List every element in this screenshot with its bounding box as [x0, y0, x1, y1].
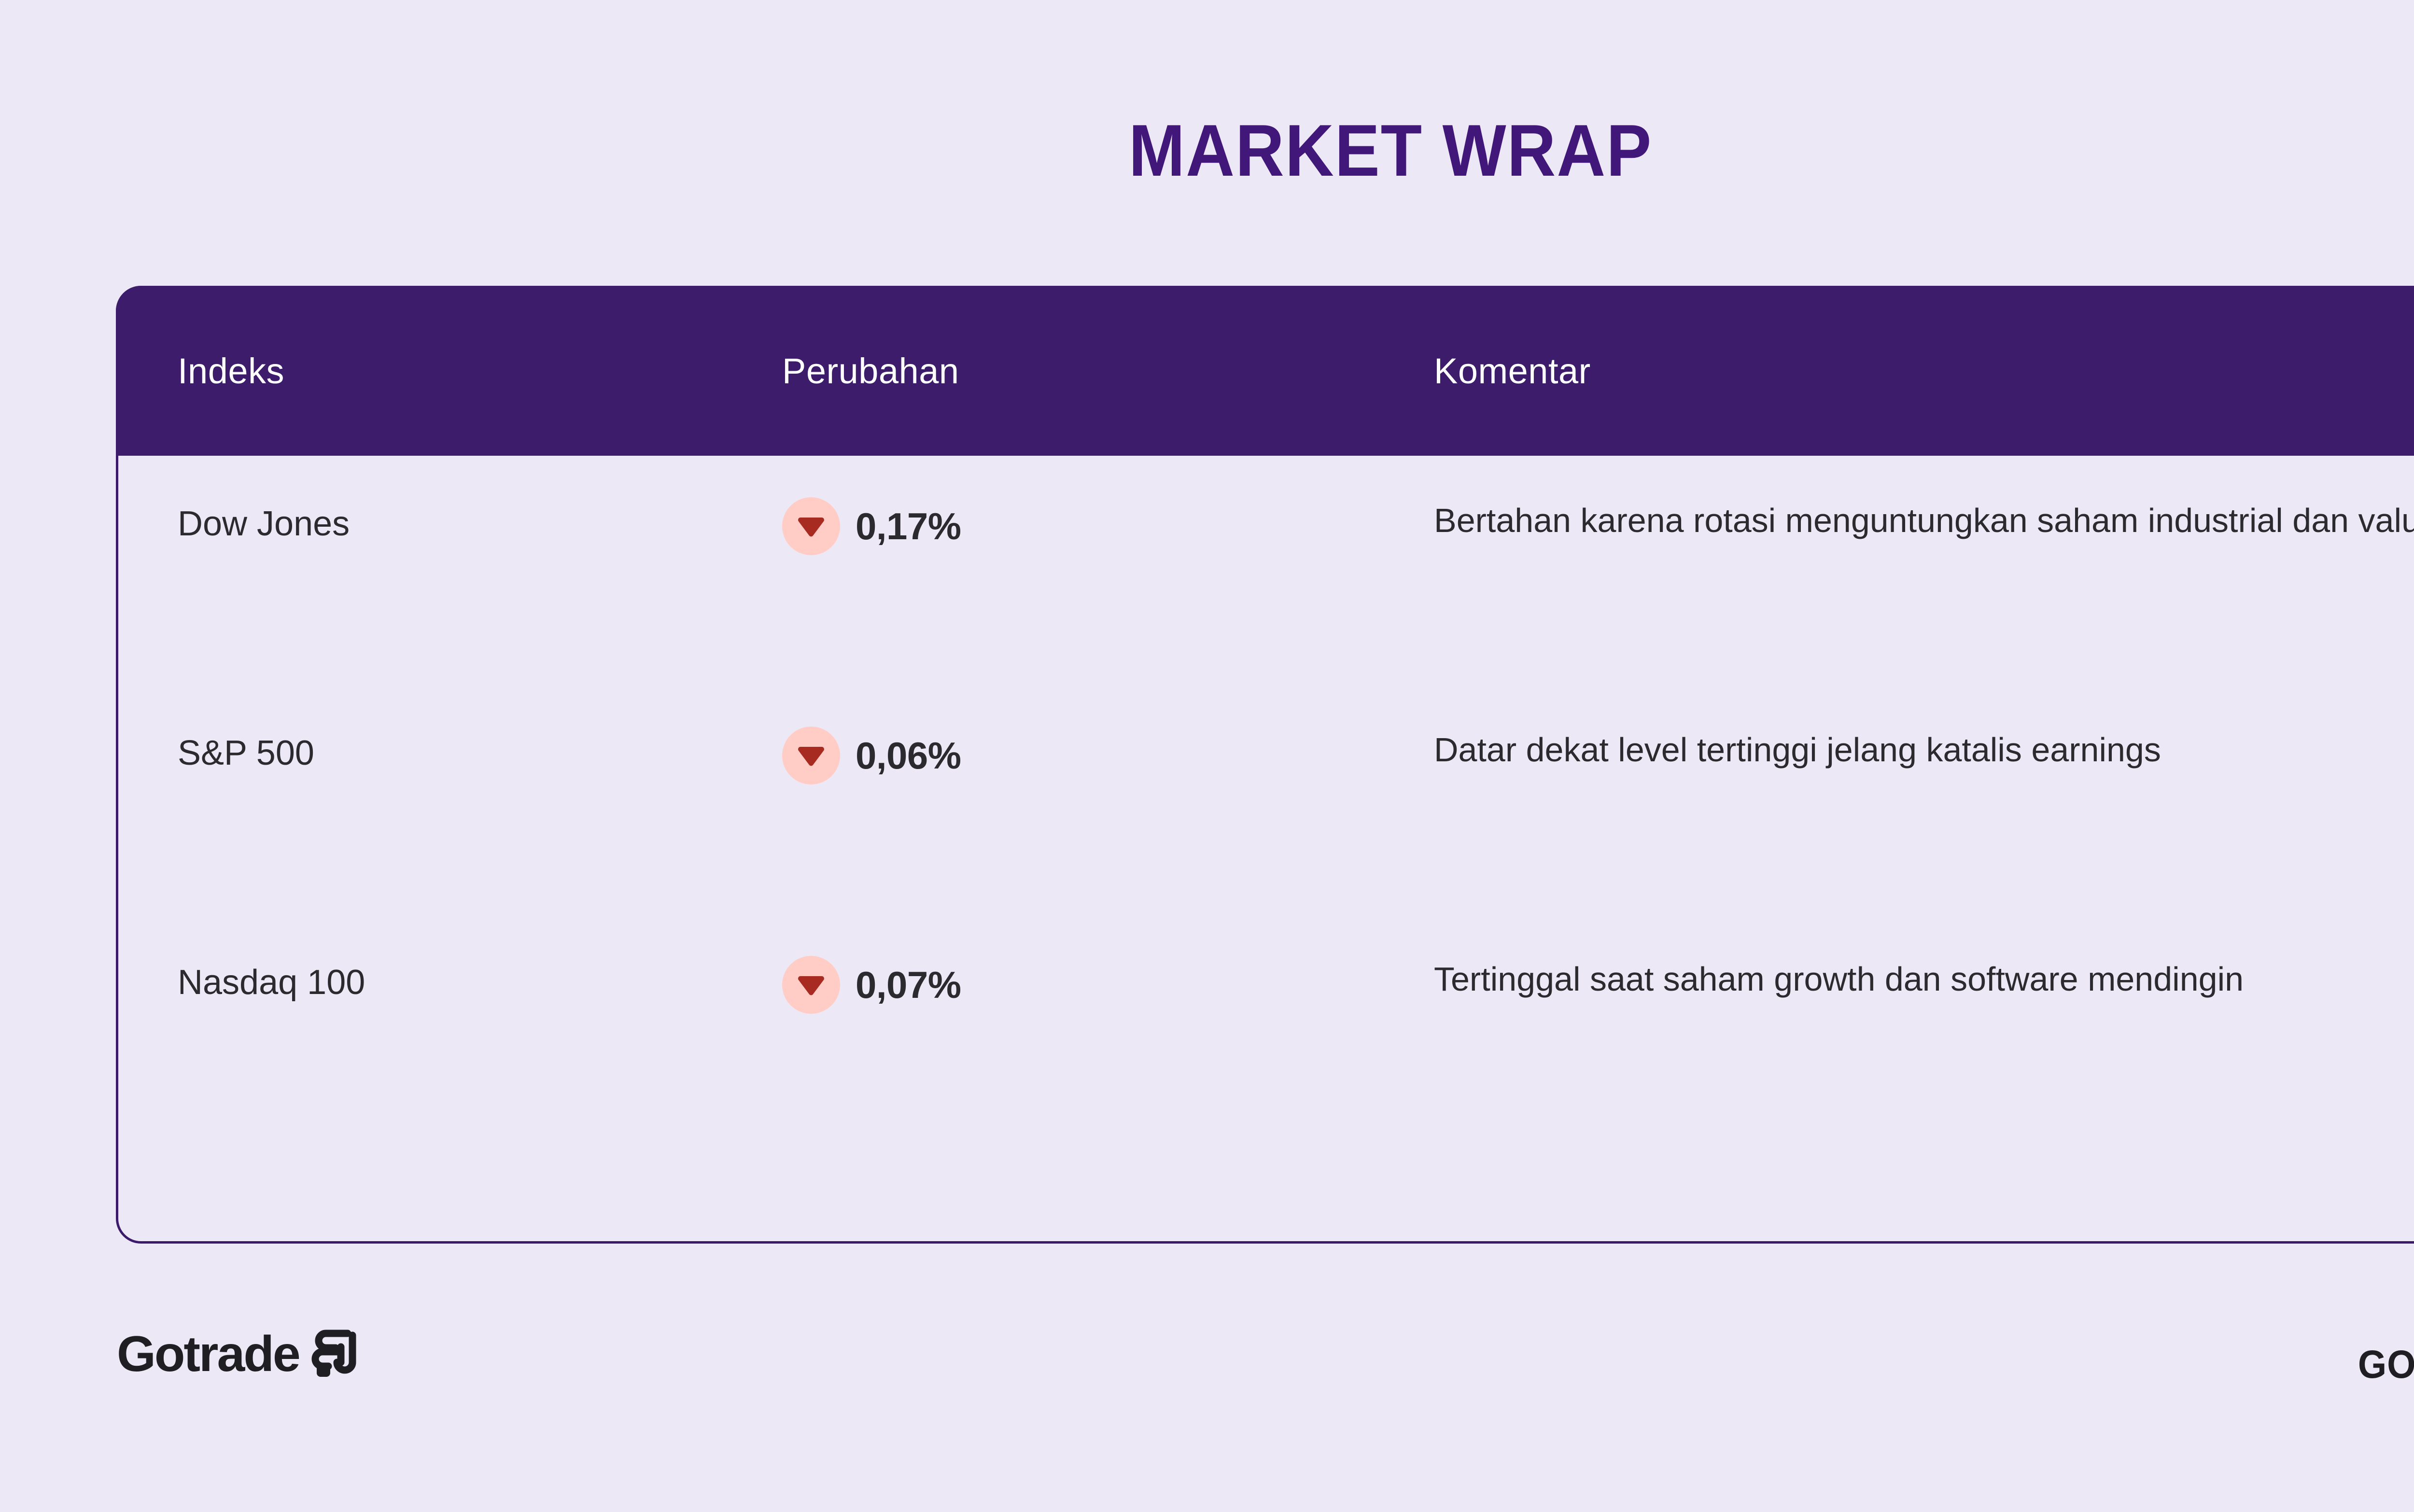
column-header-index: Indeks: [178, 350, 285, 391]
brand-wordmark: Gotrade: [117, 1326, 301, 1382]
column-header-comment: Komentar: [1434, 350, 1591, 391]
change-value: 0,07%: [856, 963, 961, 1006]
index-name: Dow Jones: [178, 504, 350, 543]
table-row: Dow Jones 0,17% Bertahan karena rotasi m…: [116, 479, 2414, 708]
gotrade-logo-mark-icon: [310, 1327, 364, 1381]
publication-name: GOTRADE DAILY: [2358, 1343, 2414, 1386]
index-name: Nasdaq 100: [178, 963, 365, 1002]
comment-text: Datar dekat level tertinggi jelang katal…: [1434, 731, 2161, 769]
page-title: MARKET WRAP: [1128, 110, 1653, 192]
change-value: 0,17%: [856, 504, 961, 547]
change-cell: 0,07%: [782, 956, 961, 1014]
change-cell: 0,06%: [782, 727, 961, 784]
change-value: 0,06%: [856, 734, 961, 777]
brand-logo: Gotrade: [117, 1327, 364, 1381]
market-table-card: Indeks Perubahan Komentar Dow Jones 0,17…: [116, 286, 2414, 1244]
triangle-down-icon: [782, 956, 840, 1014]
triangle-down-icon: [782, 727, 840, 784]
table-row: Nasdaq 100 0,07% Tertinggal saat saham g…: [116, 938, 2414, 1167]
change-cell: 0,17%: [782, 497, 961, 555]
comment-text: Tertinggal saat saham growth dan softwar…: [1434, 960, 2244, 998]
index-name: S&P 500: [178, 734, 314, 772]
table-body: Dow Jones 0,17% Bertahan karena rotasi m…: [116, 456, 2414, 1246]
triangle-down-icon: [782, 497, 840, 555]
comment-text: Bertahan karena rotasi menguntungkan sah…: [1434, 502, 2414, 539]
table-header-row: Indeks Perubahan Komentar: [116, 286, 2414, 456]
table-row: S&P 500 0,06% Datar dekat level tertingg…: [116, 708, 2414, 938]
column-header-change: Perubahan: [782, 350, 959, 391]
